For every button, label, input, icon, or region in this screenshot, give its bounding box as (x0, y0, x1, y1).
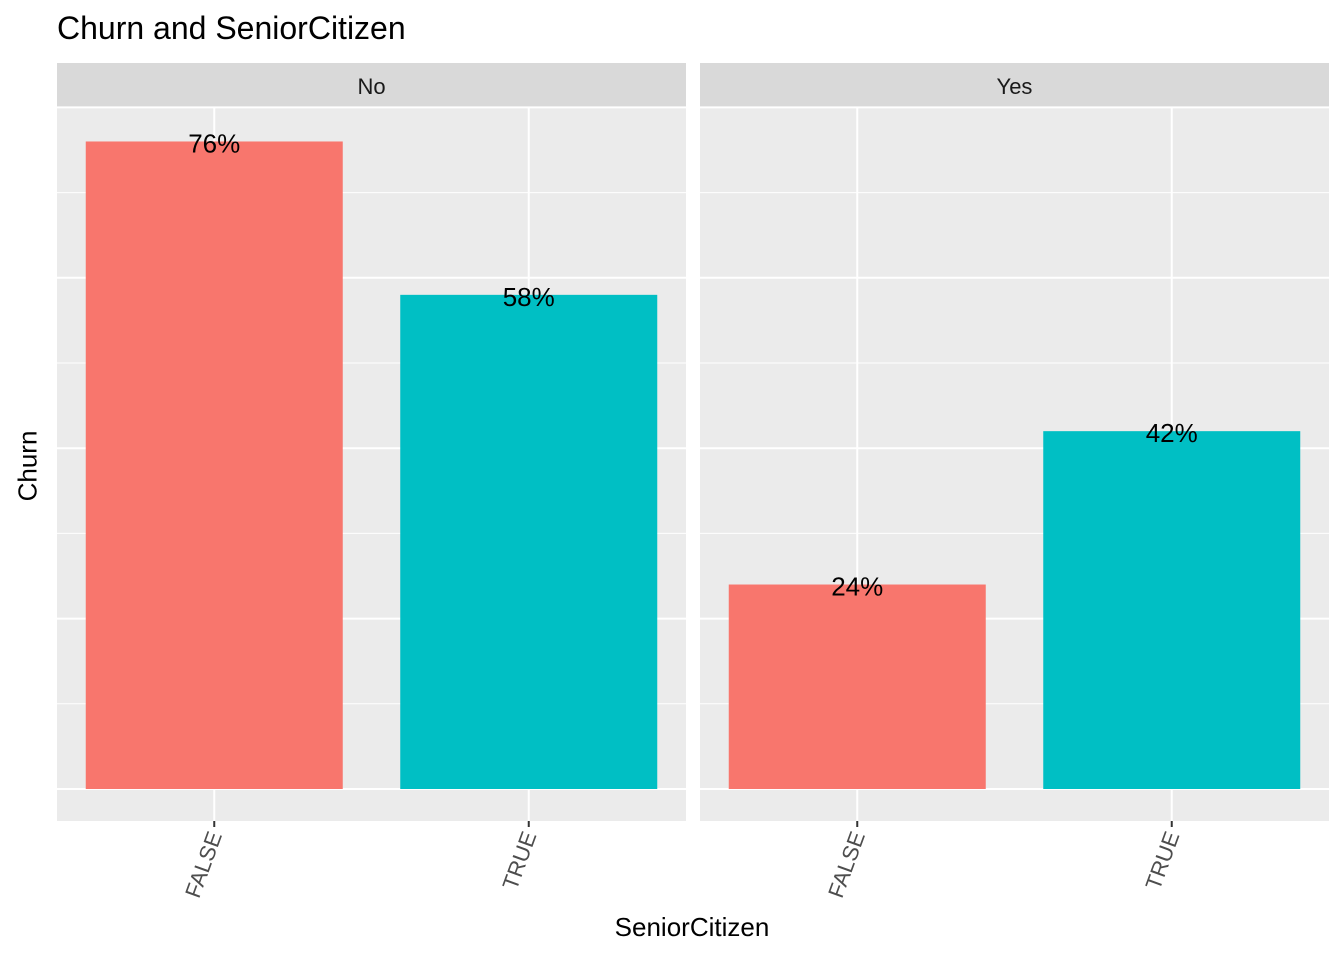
x-tick-label: TRUE (1140, 828, 1184, 893)
x-tick-label: TRUE (497, 828, 541, 893)
data-label: 42% (1146, 418, 1198, 448)
x-axis-title: SeniorCitizen (614, 912, 770, 942)
bar-yes-true (1043, 431, 1301, 789)
x-tick-label: FALSE (823, 828, 870, 901)
data-label: 76% (188, 128, 240, 158)
bar-yes-false (728, 584, 986, 789)
bar-no-false (85, 141, 343, 790)
facet-strip-yes (700, 63, 1329, 107)
chart-title: Churn and SeniorCitizen (57, 10, 406, 46)
facet-strip-no (57, 63, 686, 107)
x-tick-label: FALSE (180, 828, 227, 901)
bar-no-true (400, 294, 658, 789)
data-label: 58% (503, 282, 555, 312)
data-label: 24% (831, 572, 883, 602)
facet-strip-label: No (357, 74, 385, 99)
facet-strip-label: Yes (997, 74, 1033, 99)
